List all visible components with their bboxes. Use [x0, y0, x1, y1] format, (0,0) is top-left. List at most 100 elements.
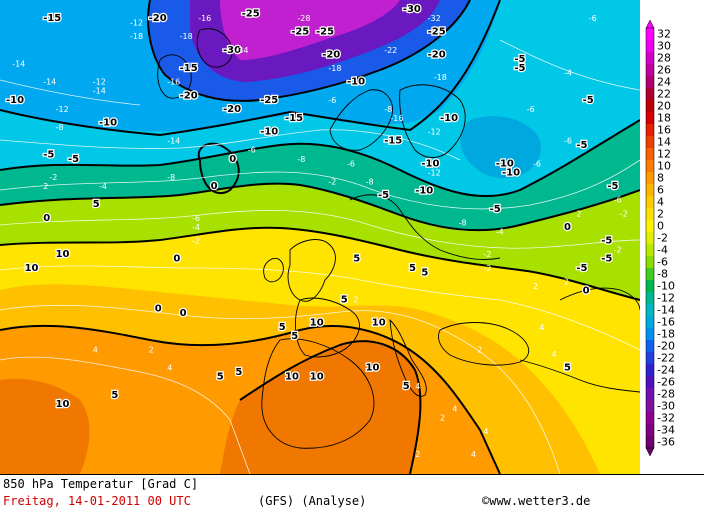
legend-swatch: [646, 268, 654, 281]
contour-label: -5: [576, 140, 587, 151]
map-date: Freitag, 14-01-2011 00 UTC: [3, 494, 191, 508]
contour-label: -12: [428, 168, 441, 177]
contour-label: -34: [235, 46, 248, 55]
legend-label: -22: [657, 352, 675, 365]
contour-label: -5: [514, 54, 525, 65]
contour-label: -12: [56, 105, 69, 114]
contour-label: 5: [409, 263, 416, 274]
contour-label: -30: [223, 45, 241, 56]
legend-arrow-top: [645, 19, 655, 29]
contour-label: 4: [552, 350, 557, 359]
legend-label: 4: [657, 196, 664, 209]
contour-label: 5: [421, 267, 428, 278]
contour-label: -12: [93, 78, 106, 87]
contour-label: -5: [607, 181, 618, 192]
contour-label: -8: [297, 155, 305, 164]
legend-label: -6: [657, 256, 668, 269]
contour-label: -25: [291, 27, 309, 38]
legend-label: 20: [657, 100, 671, 113]
contour-label: -2: [620, 209, 628, 218]
contour-label: -2: [614, 246, 622, 255]
contour-label: 0: [43, 213, 50, 224]
contour-label: -18: [328, 64, 341, 73]
legend-swatch: [646, 88, 654, 101]
contour-label: -22: [384, 46, 397, 55]
contour-label: -10: [496, 158, 514, 169]
color-legend: 32 30 28 26 24 22 20 18 16 14 12 10 8 6 4 2 0 -2 -4 -6 -8 -10…: [640, 0, 704, 474]
contour-label: -10: [347, 77, 365, 88]
contour-label: 0: [155, 304, 162, 315]
legend-swatch: [646, 316, 654, 329]
contour-label: 2: [353, 296, 358, 305]
legend-label: -26: [657, 376, 675, 389]
contour-label: -4: [192, 223, 200, 232]
legend-label: -34: [657, 424, 675, 437]
legend-swatch: [646, 160, 654, 173]
legend-label: -32: [657, 412, 675, 425]
contour-label: -18: [434, 73, 447, 82]
contour-label: 10: [310, 317, 324, 328]
legend-swatch: [646, 340, 654, 353]
legend-label: 12: [657, 148, 671, 161]
field-deeporange: [220, 341, 421, 474]
legend-label: 28: [657, 52, 671, 65]
thin-contour-lines: [0, 39, 640, 474]
legend-label: -28: [657, 388, 675, 401]
contour-label: 2: [415, 450, 420, 459]
contour-label: 2: [576, 209, 581, 218]
legend-swatch: [646, 136, 654, 149]
legend-swatch: [646, 256, 654, 269]
contour-label: -6: [527, 105, 535, 114]
legend-label: -16: [657, 316, 675, 329]
contour-label: 5: [217, 372, 224, 383]
model-label: (GFS) (Analyse): [258, 494, 367, 508]
legend-swatch: [646, 376, 654, 389]
contour-label: -14: [12, 60, 25, 69]
contour-label: -25: [316, 27, 334, 38]
contour-label: -5: [601, 236, 612, 247]
legend-swatch: [646, 436, 654, 449]
contour-label: -5: [43, 149, 54, 160]
contour-label: -5: [583, 95, 594, 106]
legend-swatch: [646, 412, 654, 425]
contour-label: -20: [180, 90, 198, 101]
contour-label: 5: [291, 331, 298, 342]
contour-label: -5: [490, 204, 501, 215]
contour-label: 0: [211, 181, 218, 192]
legend-swatch: [646, 244, 654, 257]
contour-label: -6: [328, 96, 336, 105]
legend-swatch: [646, 148, 654, 161]
contour-label: 2: [477, 346, 482, 355]
contour-label: 5: [564, 363, 571, 374]
contour-label: -10: [6, 95, 24, 106]
contour-label: -6: [564, 137, 572, 146]
legend-border: [645, 27, 655, 449]
contour-label: -2: [483, 250, 491, 259]
contour-label: 2: [564, 277, 569, 286]
contour-label: 5: [341, 295, 348, 306]
contour-label: -10: [502, 167, 520, 178]
contour-label: -12: [428, 128, 441, 137]
contour-label: -8: [459, 218, 467, 227]
copyright-link[interactable]: ©www.wetter3.de: [482, 494, 591, 508]
contour-label: -2: [192, 237, 200, 246]
contour-label: -18: [130, 32, 143, 41]
legend-label: -2: [657, 232, 668, 245]
contour-label: -10: [260, 127, 278, 138]
contour-label: -16: [167, 78, 180, 87]
contour-label: 0: [173, 254, 180, 265]
legend-swatch: [646, 76, 654, 89]
contour-label: -6: [347, 159, 355, 168]
contour-labels: -16-15-12-20-16-25-28-30-32-6-18-18-25-2…: [5, 3, 628, 459]
legend-label: 32: [657, 28, 671, 41]
legend-swatch: [646, 328, 654, 341]
contour-label: 10: [310, 372, 324, 383]
contour-label: 5: [235, 367, 242, 378]
legend-swatch: [646, 352, 654, 365]
contour-label: -18: [180, 32, 193, 41]
contour-label: -10: [421, 158, 439, 169]
contour-label: -14: [167, 137, 180, 146]
legend-swatch: [646, 208, 654, 221]
legend-label: -14: [657, 304, 675, 317]
contour-label: -25: [260, 95, 278, 106]
